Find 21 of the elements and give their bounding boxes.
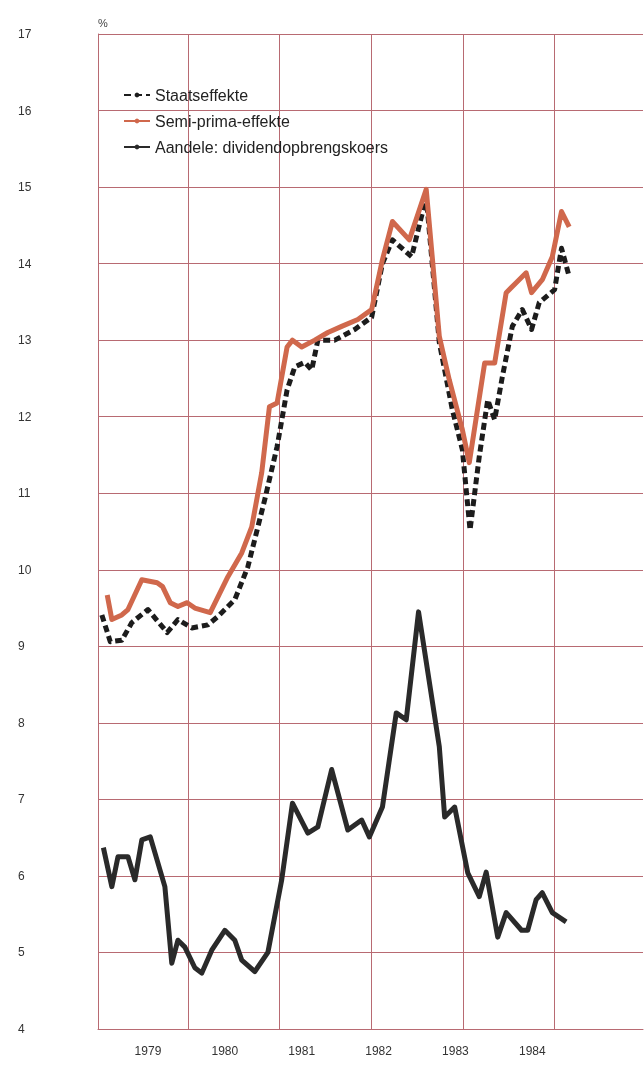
y-tick-label: 15 [18,180,32,195]
y-tick-label: 11 [18,486,31,501]
y-tick-label: 10 [18,562,32,577]
y-tick-label: 8 [18,715,25,730]
y-tick-label: 12 [18,409,32,424]
y-tick-label: 4 [18,1022,25,1036]
y-tick-label: 7 [18,792,25,807]
y-tick-label: 17 [18,27,32,41]
y-tick-label: 5 [18,945,25,960]
x-tick-label: 1979 [134,1044,162,1058]
x-tick-label: 1981 [288,1044,316,1058]
y-tick-label: 16 [18,103,32,118]
y-tick-label: 6 [18,868,25,883]
x-tick-label: 1982 [365,1044,393,1058]
x-tick-label: 1983 [442,1044,470,1058]
y-tick-label: 14 [18,256,32,271]
x-tick-label: 1980 [211,1044,239,1058]
y-axis-title: % [98,16,108,29]
y-tick-label: 9 [18,639,25,654]
x-tick-label: 1984 [518,1044,546,1058]
y-tick-label: 13 [18,333,32,348]
